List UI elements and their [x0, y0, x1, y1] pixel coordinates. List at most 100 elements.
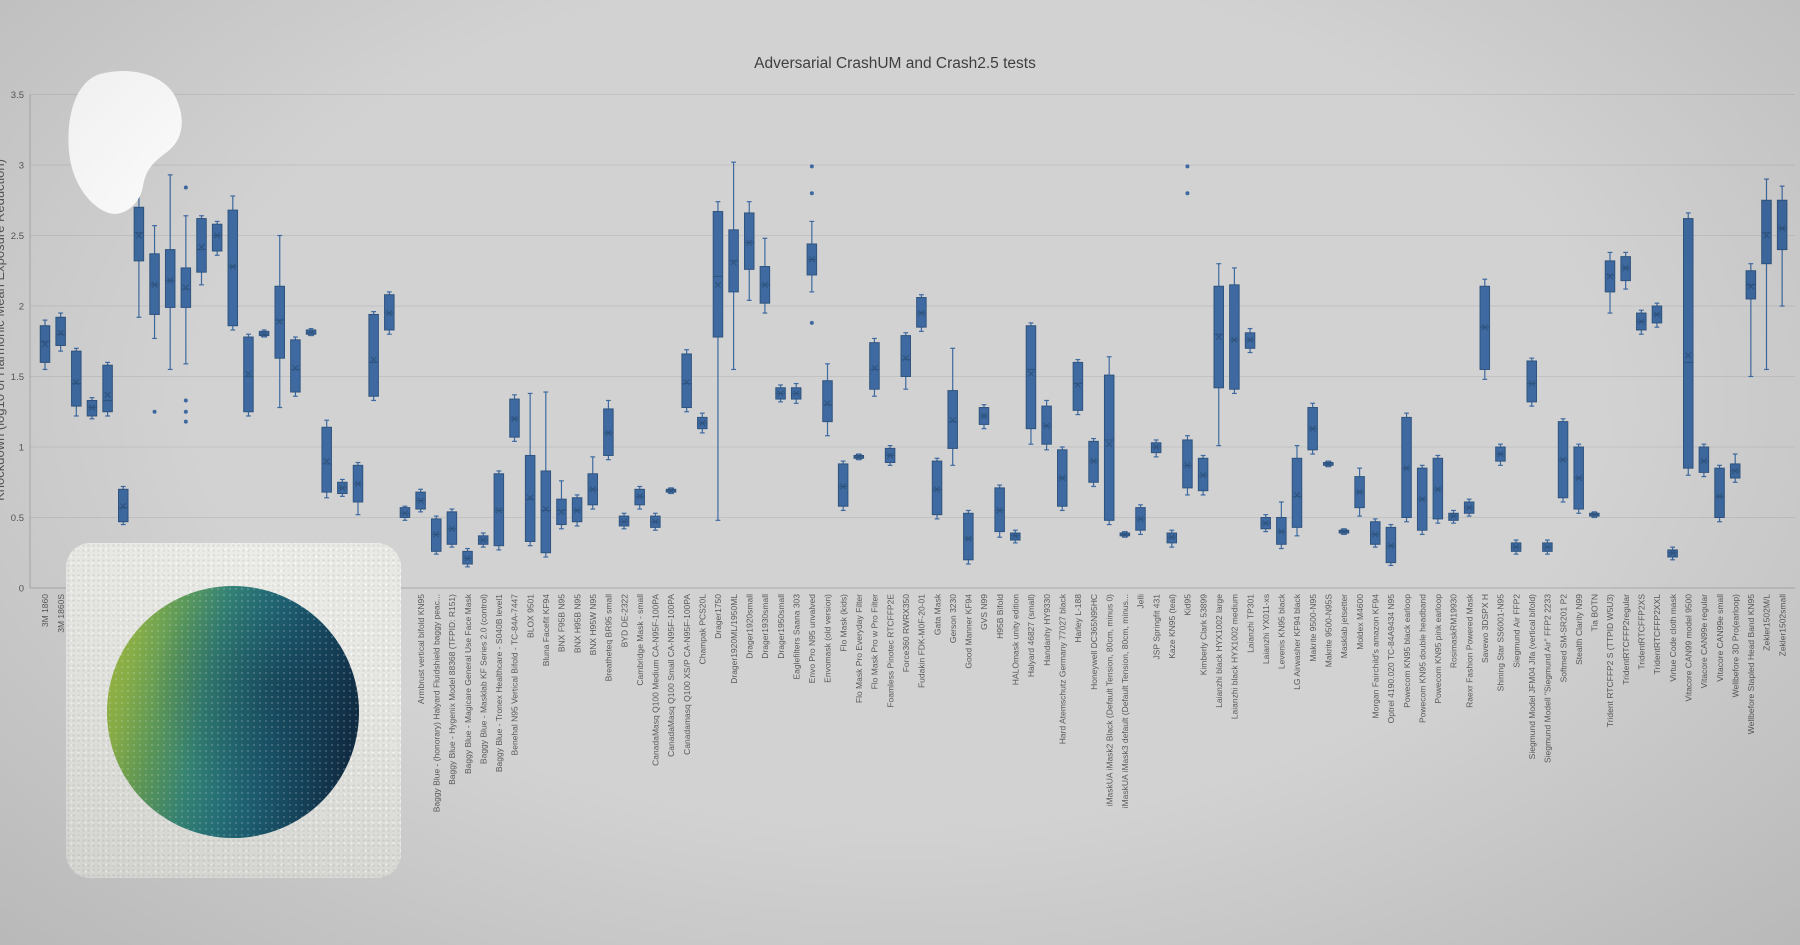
x-category-label: Foamless Pinotec RTCFFP2E [885, 594, 895, 708]
x-category-label: Drager1750 [713, 594, 723, 639]
x-category-label: Optrel 4190.020 TC-84A9434 N95 [1386, 594, 1396, 724]
box-plot-item [1604, 251, 1616, 314]
box-plot-item [39, 319, 51, 371]
box-plot-item [1119, 530, 1131, 538]
box-plot-item [1276, 501, 1287, 550]
y-tick-label: 0 [19, 584, 24, 595]
box-plot-item [164, 174, 176, 371]
box-plot-item [853, 453, 865, 461]
box-plot-item [368, 311, 379, 402]
y-tick-label: 3 [19, 161, 24, 172]
box-plot-item [1651, 302, 1663, 328]
box-plot-item [1714, 464, 1725, 523]
box-plot-item [681, 349, 692, 413]
box-plot-item [196, 215, 207, 286]
x-category-label: Masklab jetsetter [1339, 594, 1349, 658]
x-category-label: iMaskUA iMask3 default (Default Tension,… [1120, 594, 1130, 808]
x-category-label: TridentRTCFFP2XS [1637, 594, 1647, 670]
photo-overlay-painted-globe [66, 543, 401, 878]
box-plot-item [149, 225, 160, 414]
x-category-label: Harley L-188 [1073, 594, 1083, 643]
box-plot-item [462, 547, 473, 568]
x-category-label: Champak PCS20L [698, 594, 708, 665]
box-plot-item [1683, 212, 1694, 476]
x-category-label: Zekler1502M/L [1762, 594, 1772, 651]
box-plot-item [321, 419, 332, 499]
x-category-label: Canadamasq Q100 XS/P CA-N95F-100PA [682, 594, 692, 755]
box-plot-item [1307, 402, 1318, 455]
y-axis-title: Knockdown (log10 of Harmonic Mean Exposu… [0, 159, 7, 501]
box-plot-item [744, 201, 755, 301]
box-plot-item [274, 234, 285, 409]
box-plot-item [1197, 454, 1209, 496]
box-plot-item [697, 412, 708, 434]
box-plot-item [118, 485, 129, 526]
x-category-label: Raexr Fashion Powered Mask [1464, 593, 1474, 708]
box-plot-item [1636, 309, 1647, 335]
box-plot-item [540, 391, 552, 558]
box-plot-item [337, 478, 348, 497]
x-category-label: Envo Pro N95 unvalved [807, 594, 817, 684]
box-plot-item [1589, 511, 1600, 519]
box-plot-item [243, 333, 254, 417]
box-plot-item [712, 201, 724, 521]
x-category-label: Force360 RWRX350 [901, 594, 911, 673]
box-plot-item [759, 237, 771, 314]
box-plot-item [931, 457, 943, 520]
x-category-label: Eaglefilters Saana 303 [791, 594, 801, 680]
x-category-label: Bluna Facefit KF94 [541, 594, 551, 667]
box-plot-item [603, 399, 614, 461]
x-category-label: Baggy Blue - Masklab KF Series 2.0 (cont… [478, 594, 488, 764]
x-category-label: Handanhy HY9330 [1042, 594, 1052, 666]
box-plot-item [571, 494, 583, 527]
box-plot-item [1166, 529, 1178, 548]
x-category-label: BNX F95B N95 [557, 594, 567, 652]
x-category-label: Moldex M4600 [1355, 594, 1365, 650]
x-category-label: Trident RTCFFP2 S (TTPID W5U3) [1605, 594, 1615, 727]
box-plot-item [634, 485, 645, 510]
box-plot-item [1729, 453, 1741, 483]
x-category-label: 3M 1860 [40, 594, 50, 627]
x-category-label: Drager1920ML/1950ML [729, 594, 739, 684]
x-category-label: Baggy Blue - Hygenix Model 88368 (TFPID:… [447, 594, 457, 785]
box-plot-item [884, 444, 896, 466]
x-category-label: Armbrust vertical bifold KN95 [416, 594, 426, 704]
x-category-label: Honeywell DC365N95HC [1089, 594, 1099, 690]
x-category-label: Drager1950small [776, 594, 786, 659]
box-plot-item [1401, 412, 1412, 523]
x-category-label: Savewo 3DSPX H [1480, 594, 1490, 663]
box-plot-item [524, 392, 536, 547]
x-category-label: Fudakin FDK-M0F-20-01 [917, 594, 927, 688]
box-plot-item [1244, 327, 1256, 354]
box-plot-item [1432, 454, 1444, 524]
box-plot-item [587, 456, 598, 510]
box-plot-item [446, 508, 458, 548]
x-category-label: Makrite 9500-N95 [1308, 594, 1318, 662]
box-plot-item [1761, 178, 1772, 371]
x-category-label: Powecom KN95 double headband [1417, 594, 1427, 723]
box-plot-item [211, 220, 223, 256]
x-category-label: Vitacore CAN99e regular [1699, 594, 1709, 689]
x-category-label: Flo Mask Pro Everyday Filter [854, 594, 864, 703]
x-category-label: BNX H95W N95 [588, 594, 598, 656]
box-plot-item [1667, 546, 1678, 561]
x-category-label: Makrite 9500-N95S [1324, 594, 1334, 668]
x-category-label: Benehal N95 Vertical Bifold - TC-84A-744… [510, 594, 520, 756]
box-plot-item [477, 532, 489, 548]
x-category-label: Gerson 3230 [948, 594, 958, 643]
box-plot-item [227, 195, 239, 331]
x-category-label: JSP Springfit 431 [1151, 594, 1161, 660]
box-plot-item [618, 512, 630, 530]
box-plot-item [1448, 509, 1459, 524]
x-category-label: Drager1930small [760, 594, 770, 659]
x-category-label: Stealth Clarity N99 [1574, 594, 1584, 665]
y-axis-tick-labels: 0 0.5 1 1.5 2 2.5 3 3.5 [11, 90, 24, 595]
box-plot-item [1557, 418, 1569, 503]
box-plot-item [509, 394, 520, 442]
white-blob-overlay [68, 71, 182, 214]
box-plot-item [415, 488, 426, 513]
box-plot-item [822, 363, 833, 437]
x-category-label: Flo Mask (kids) [838, 594, 848, 652]
box-plot-item [290, 336, 301, 397]
